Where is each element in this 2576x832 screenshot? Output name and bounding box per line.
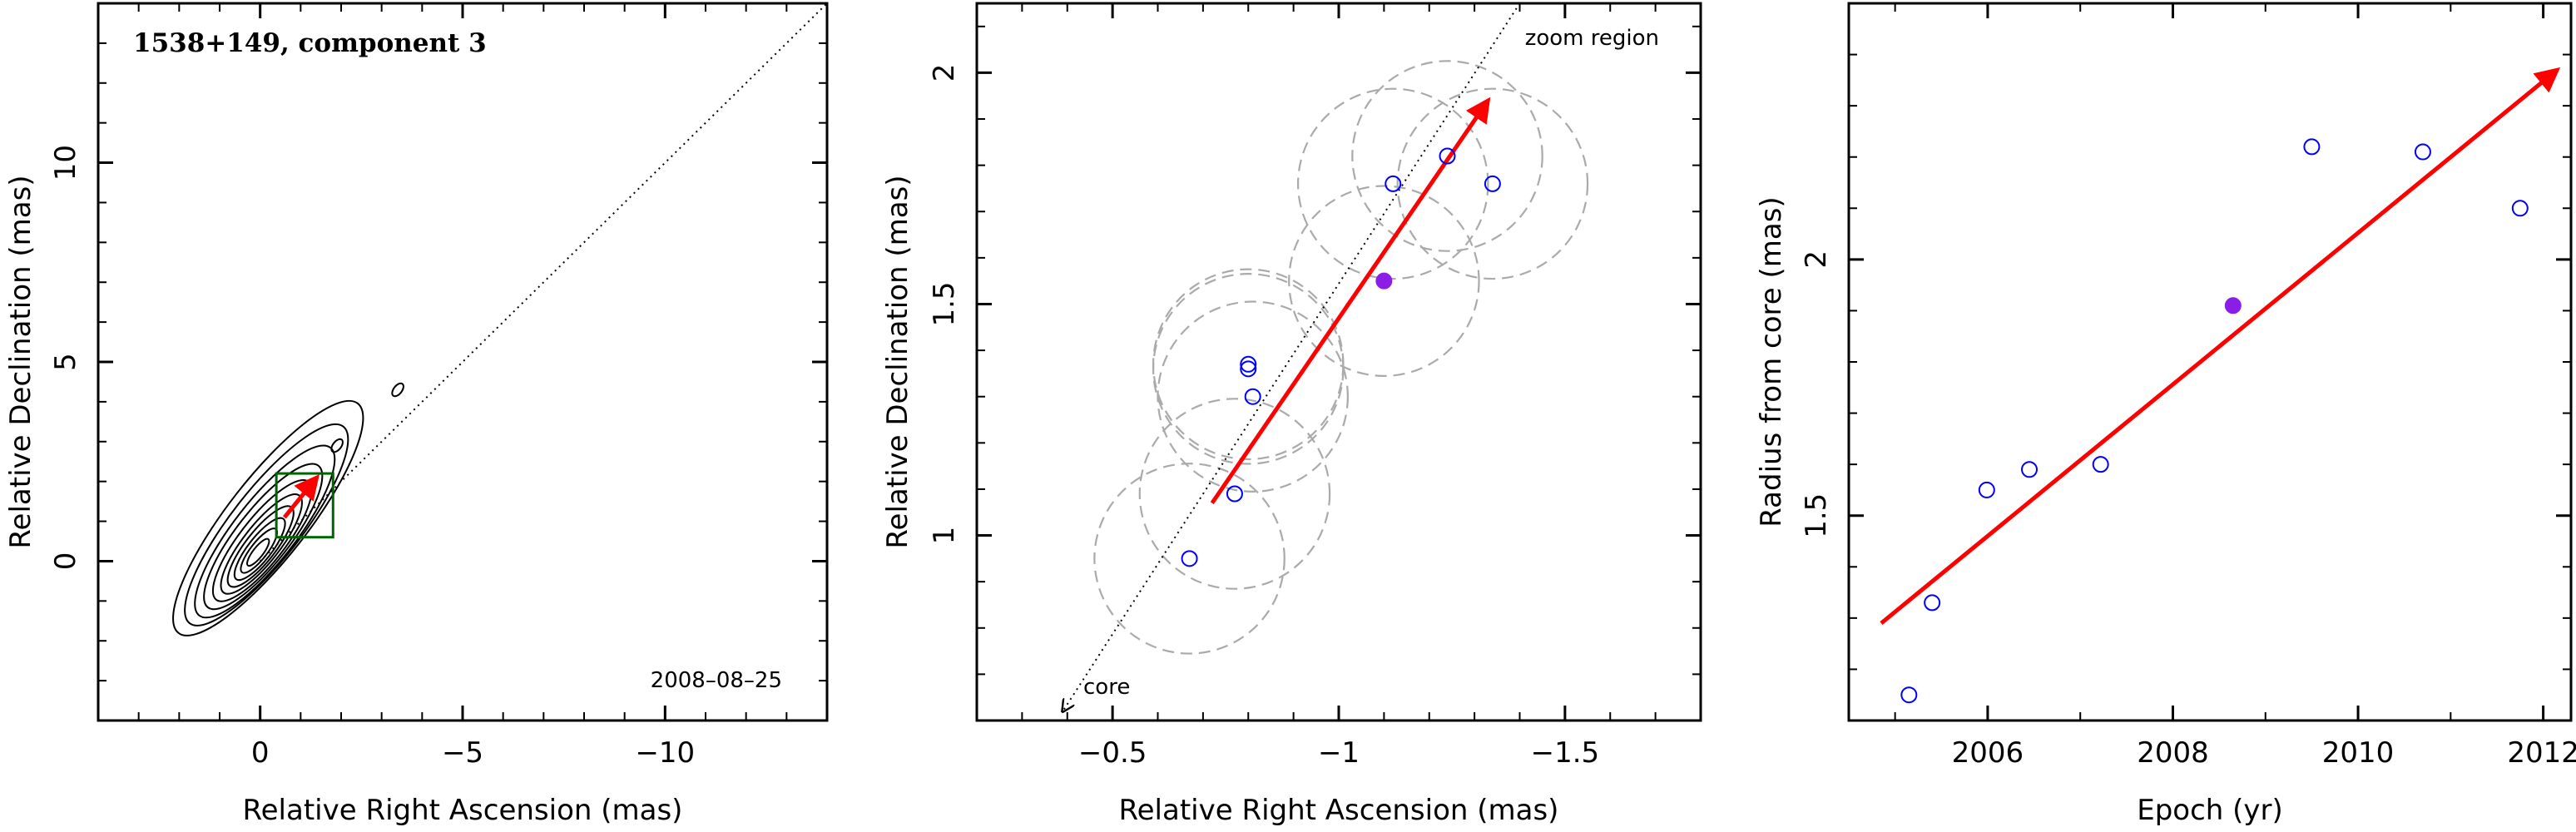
panel-2-frame bbox=[975, 2, 1702, 722]
panel-1-x-tick-label: −5 bbox=[442, 736, 483, 770]
panel-2-annotation-zoom-region: zoom region bbox=[1525, 26, 1659, 51]
panel-3-x-tick-label: 2012 bbox=[2507, 736, 2576, 770]
panel-2-point bbox=[1240, 355, 1257, 373]
panel-3-fit-line bbox=[1880, 67, 2561, 625]
panel-3-y-tick-label: 2 bbox=[1800, 250, 1833, 269]
panel-3: 2006 2008 2010 2012 1.5 2 Epoch (yr) Radius f… bbox=[1755, 2, 2576, 827]
panel-1-plot-area bbox=[172, 3, 827, 636]
panel-3-point bbox=[2511, 200, 2529, 217]
panel-1-jet-axis bbox=[259, 3, 827, 562]
panel-1-contour bbox=[172, 399, 364, 636]
panel-1-title: 1538+149, component 3 bbox=[133, 28, 487, 58]
panel-3-point bbox=[1978, 481, 1995, 498]
panel-2-x-tick-label: −0.5 bbox=[1078, 736, 1147, 770]
panel-3-point bbox=[2414, 143, 2431, 161]
panel-2-error-circle bbox=[1152, 268, 1345, 461]
panel-2-x-tick-label: −1.5 bbox=[1531, 736, 1600, 770]
panel-2-error-circle bbox=[1288, 185, 1480, 377]
panel-3-ticks: 2006 2008 2010 2012 1.5 2 bbox=[1800, 3, 2576, 770]
panel-1-contour bbox=[194, 444, 336, 619]
panel-3-y-axis-title: Radius from core (mas) bbox=[1755, 196, 1788, 527]
panel-2-y-axis-title: Relative Declination (mas) bbox=[881, 175, 914, 548]
panel-2-point bbox=[1385, 175, 1402, 192]
panel-2-error-circle bbox=[1351, 60, 1543, 252]
panel-3-point bbox=[2303, 138, 2321, 156]
panel-3-x-axis-title: Epoch (yr) bbox=[2137, 794, 2283, 827]
panel-1-x-axis-title: Relative Right Ascension (mas) bbox=[243, 794, 683, 827]
panel-2-error-circles bbox=[1093, 60, 1589, 655]
panel-1-y-axis-title: Relative Declination (mas) bbox=[4, 175, 37, 548]
panel-3-point bbox=[2021, 461, 2038, 478]
panel-2-point bbox=[1484, 175, 1501, 192]
panel-3-x-tick-label: 2010 bbox=[2322, 736, 2395, 770]
panel-3-highlighted-point bbox=[2224, 297, 2242, 314]
panel-1-velocity-arrow bbox=[282, 473, 320, 519]
panel-2-x-axis-title: Relative Right Ascension (mas) bbox=[1119, 794, 1559, 827]
panel-1-x-tick-label: 0 bbox=[251, 736, 270, 770]
panel-1-y-tick-label: 10 bbox=[49, 145, 82, 181]
panel-2-error-circle bbox=[1296, 87, 1489, 280]
panel-2-jet-axis bbox=[1063, 3, 1521, 711]
panel-1-x-tick-label: −10 bbox=[635, 736, 695, 770]
panel-2-y-tick-label: 1 bbox=[928, 527, 961, 545]
panel-1-contours bbox=[172, 382, 404, 636]
panel-2-error-circle bbox=[1157, 300, 1349, 493]
panel-3-point bbox=[1900, 686, 1918, 704]
panel-2-point bbox=[1181, 550, 1198, 567]
panel-2-highlighted-point bbox=[1375, 272, 1393, 290]
panel-3-x-tick-label: 2006 bbox=[1952, 736, 2024, 770]
panel-2: −0.5 −1 −1.5 1 1.5 2 zoom region core Relativ… bbox=[881, 2, 1702, 827]
panel-1-contour bbox=[203, 463, 324, 611]
panel-2-point bbox=[1244, 388, 1261, 405]
panel-1-contour bbox=[391, 382, 404, 398]
panel-3-y-tick-label: 1.5 bbox=[1800, 493, 1833, 538]
panel-2-point bbox=[1240, 360, 1257, 378]
panel-1-contour bbox=[184, 423, 349, 626]
panel-2-point bbox=[1226, 485, 1243, 503]
panel-1-contour bbox=[233, 517, 286, 582]
panel-2-velocity-arrow bbox=[1210, 97, 1491, 505]
panel-2-error-circle bbox=[1093, 463, 1286, 655]
panel-1: 0 −5 −10 0 5 10 1538+149, component 3 2008–08… bbox=[4, 2, 829, 827]
panel-3-frame bbox=[1847, 2, 2573, 722]
panel-1-contour bbox=[330, 438, 344, 453]
panel-1-y-tick-label: 5 bbox=[49, 353, 82, 371]
panel-2-point bbox=[1439, 147, 1456, 165]
panel-2-error-circle bbox=[1138, 398, 1331, 590]
panel-2-x-tick-label: −1 bbox=[1318, 736, 1360, 770]
panel-3-plot-area bbox=[1880, 67, 2561, 704]
panel-2-y-tick-label: 1.5 bbox=[928, 281, 961, 326]
panel-2-annotation-core: core bbox=[1083, 675, 1130, 700]
panel-1-ticks: 0 −5 −10 0 5 10 bbox=[49, 3, 827, 770]
panel-3-points bbox=[1900, 138, 2529, 704]
panel-3-point bbox=[1924, 594, 1941, 612]
panel-1-contour bbox=[246, 537, 270, 567]
panel-2-plot-area bbox=[1063, 3, 1589, 711]
panel-2-error-circle bbox=[1396, 87, 1589, 280]
panel-2-ticks: −0.5 −1 −1.5 1 1.5 2 bbox=[928, 3, 1701, 770]
panel-2-y-tick-label: 2 bbox=[928, 64, 961, 82]
panel-3-x-tick-label: 2008 bbox=[2137, 736, 2209, 770]
panel-1-y-tick-label: 0 bbox=[49, 552, 82, 571]
panel-1-date-label: 2008–08–25 bbox=[651, 668, 782, 693]
panel-2-points bbox=[1181, 147, 1501, 567]
panel-1-zoom-box bbox=[275, 472, 334, 539]
panel-3-point bbox=[2092, 456, 2109, 473]
